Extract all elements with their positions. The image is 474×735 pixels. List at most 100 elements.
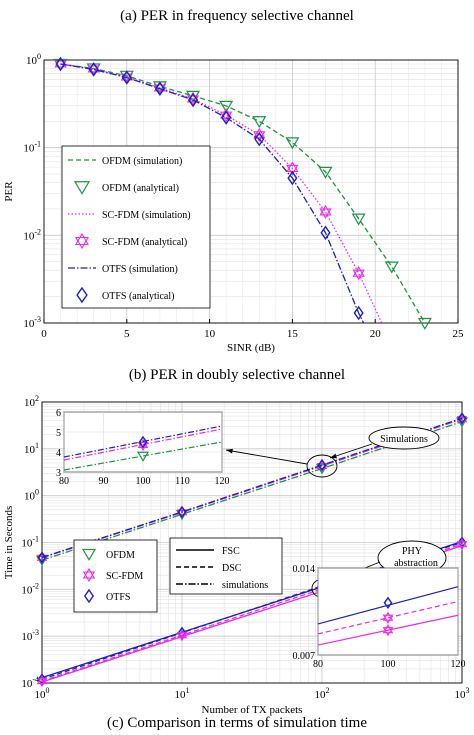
data-point-1 xyxy=(252,116,267,129)
data-point-3-up xyxy=(352,266,365,277)
data-point-5 xyxy=(320,225,331,240)
inset-x-tick-label: 100 xyxy=(136,476,151,487)
data-point-6-down xyxy=(176,632,188,642)
data-point-5 xyxy=(187,92,199,108)
data-point-6 xyxy=(456,538,468,551)
caption-b: (b) PER in doubly selective channel xyxy=(128,367,346,383)
x-tick-label: 100 xyxy=(35,686,50,701)
legend-label: OFDM (simulation) xyxy=(102,156,182,167)
data-point-6-down xyxy=(456,541,468,551)
caption-a: (a) PER in frequency selective channel xyxy=(120,8,354,24)
data-point-5 xyxy=(55,56,66,72)
inset-y-tick-label: 0.007 xyxy=(293,651,316,662)
y-tick-label-exponent: -1 xyxy=(32,535,39,544)
y-tick-label-base: 10 xyxy=(21,631,33,643)
y-tick-label: 100 xyxy=(26,52,41,67)
inset-x-tick-label: 80 xyxy=(313,659,323,670)
y-tick-label: 10-3 xyxy=(21,628,39,643)
x-tick-label: 102 xyxy=(315,686,330,701)
data-point-1 xyxy=(285,137,300,150)
y-tick-label-text: 100 xyxy=(26,52,41,67)
data-point-3-down xyxy=(87,65,100,77)
y-tick-label: 102 xyxy=(24,394,39,409)
x-axis-label: Number of TX packets xyxy=(202,704,303,716)
inset-data-point-down xyxy=(137,441,149,452)
y-tick-label-base: 10 xyxy=(24,491,36,503)
inset-x-tick-label: 120 xyxy=(215,476,230,487)
inset-y-tick-label: 6 xyxy=(56,408,61,419)
x-tick-label-base: 10 xyxy=(35,689,47,701)
inset-x-tick-label: 100 xyxy=(381,659,396,670)
y-tick-label-text: 10-2 xyxy=(23,227,41,242)
data-point-1 xyxy=(219,100,234,113)
inset-data-point xyxy=(136,451,150,462)
y-tick-label: 10-4 xyxy=(21,675,39,690)
y-tick-label-text: 10-3 xyxy=(23,315,41,330)
inset-x-tick-label: 90 xyxy=(99,476,109,487)
y-tick-label-base: 10 xyxy=(21,678,33,690)
y-tick-label-text: 10-3 xyxy=(21,628,39,643)
data-point-1 xyxy=(417,317,432,330)
x-tick-label-text: 103 xyxy=(455,686,470,701)
annotation-label: PHY xyxy=(402,546,422,557)
data-point-1-up xyxy=(456,413,468,423)
x-tick-label-exponent: 1 xyxy=(186,686,190,695)
inset-series-line xyxy=(63,425,223,458)
y-tick-label: 10-2 xyxy=(21,581,39,596)
y-axis-label: Time in Seconds xyxy=(3,506,15,580)
y-tick-label-text: 101 xyxy=(24,441,39,456)
x-tick-label: 10 xyxy=(204,328,216,340)
data-point-1 xyxy=(384,261,399,274)
y-tick-label-base: 10 xyxy=(23,143,35,155)
data-point-1 xyxy=(351,213,366,226)
inset-arrow xyxy=(225,449,308,465)
x-tick-label: 25 xyxy=(453,328,465,340)
data-point-6-up xyxy=(36,674,48,685)
x-tick-label-text: 100 xyxy=(35,686,50,701)
x-tick-label-text: 102 xyxy=(315,686,330,701)
y-tick-label-exponent: 0 xyxy=(37,52,41,61)
inset-data-point-up xyxy=(382,624,394,634)
y-tick-label-text: 102 xyxy=(24,394,39,409)
y-tick-label-base: 10 xyxy=(21,584,33,596)
y-tick-label: 10-3 xyxy=(23,315,41,330)
y-tick-label: 10-1 xyxy=(21,535,39,550)
x-tick-label-base: 10 xyxy=(175,689,187,701)
x-tick-label: 103 xyxy=(455,686,470,701)
x-tick-label-base: 10 xyxy=(315,689,327,701)
data-point-5 xyxy=(353,305,364,321)
y-tick-label-text: 100 xyxy=(24,488,39,503)
legend-label: DSC xyxy=(222,563,242,574)
legend-marker xyxy=(76,286,88,304)
annotation-arrow xyxy=(329,443,373,459)
data-point-5 xyxy=(154,81,165,96)
y-tick-label-exponent: -3 xyxy=(32,628,39,637)
y-axis-label: PER xyxy=(3,181,15,202)
annotation-bubble xyxy=(368,426,440,450)
legend-lines: FSC DSC simulations xyxy=(169,537,283,595)
data-point-6 xyxy=(176,629,188,642)
legend-label: OTFS xyxy=(106,592,130,603)
legend: OFDM (simulation) OFDM (analytical) SC-FDM… xyxy=(61,145,211,309)
data-point-6 xyxy=(36,674,48,688)
inset-y-tick-label: 5 xyxy=(56,428,61,439)
legend-markers: OFDM SC-FDM OTFS xyxy=(73,539,158,613)
inset-data-point xyxy=(382,624,394,637)
series-line-4 xyxy=(60,63,365,324)
data-point-5 xyxy=(287,170,298,186)
legend-marker xyxy=(83,588,95,604)
y-tick-label-base: 10 xyxy=(24,397,36,409)
inset-series-line xyxy=(317,586,459,625)
data-point-3-down xyxy=(319,208,332,220)
data-point-2 xyxy=(177,505,187,519)
legend-label: SC-FDM (simulation) xyxy=(102,210,191,221)
inset-series-line xyxy=(63,441,223,471)
legend-label: OFDM xyxy=(106,550,135,561)
caption-c: (c) Comparison in terms of simulation ti… xyxy=(107,715,367,731)
inset-y-tick-label: 3 xyxy=(56,468,61,479)
y-tick-label-exponent: -1 xyxy=(34,140,41,149)
legend-marker xyxy=(73,181,91,195)
data-point-2 xyxy=(317,458,327,472)
y-tick-label-base: 10 xyxy=(23,230,35,242)
